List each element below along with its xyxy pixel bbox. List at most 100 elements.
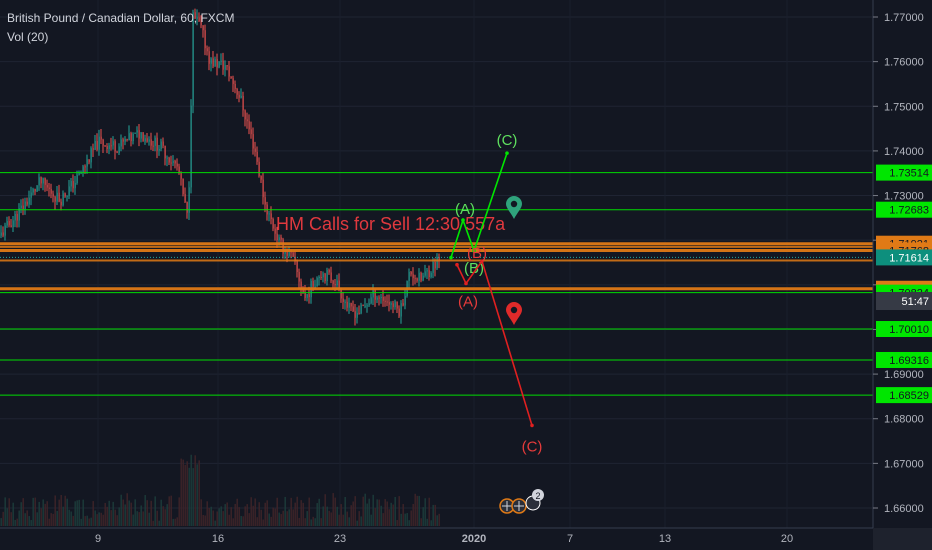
candle-body [362,304,364,306]
candle-body [240,95,242,98]
volume-bar [400,513,402,526]
elliott-waves[interactable]: (A)(B)(C)(A)(B)(C) [449,132,542,455]
volume-bar [70,511,72,526]
volume-bar [370,514,372,526]
volume-bar [2,511,4,526]
volume-bar [264,502,266,526]
price-tick-label: 1.68000 [884,414,924,426]
candle-body [186,202,188,213]
candle-body [402,303,404,306]
volume-bar [262,519,264,526]
bear-wave-label: (C) [522,438,543,455]
time-axis[interactable] [0,528,932,550]
candle-body [20,205,22,209]
volume-bar [402,504,404,526]
candle-body [84,166,86,168]
volume-bar [302,502,304,526]
time-tick-label: 20 [781,533,793,545]
volume-bar [218,508,220,526]
candle-body [40,177,42,184]
horizontal-levels[interactable] [0,172,873,396]
symbol-title[interactable]: British Pound / Canadian Dollar, 60, FXC… [7,11,235,25]
candle-body [378,297,380,299]
candle-body [168,157,170,163]
volume-bar [24,513,26,526]
candle-body [152,145,154,147]
candle-body [114,141,116,152]
candle-body [294,256,296,262]
candle-body [90,148,92,163]
volume-bar [190,454,192,526]
volume-bar [48,518,50,526]
volume-bar [4,497,6,526]
candle-body [4,225,6,236]
candle-body [48,187,50,189]
volume-bar [124,504,126,526]
volume-bar [88,518,90,526]
candle-body [314,286,316,288]
price-tick-label: 1.76000 [884,57,924,69]
volume-bar [252,505,254,526]
volume-bar [394,496,396,526]
volume-bar [44,503,46,526]
volume-bar [376,499,378,526]
volume-bar [404,513,406,526]
candle-body [10,225,12,228]
candle-body [330,272,332,281]
volume-bar [62,506,64,526]
candle-body [254,148,256,152]
volume-bar [182,459,184,526]
volume-bar [66,498,68,526]
volume-bar [410,510,412,526]
volume-indicator-label[interactable]: Vol (20) [7,30,49,44]
volume-bar [132,514,134,526]
candle-body [156,137,158,151]
volume-bar [228,514,230,526]
volume-bar [244,506,246,526]
volume-bar [272,507,274,526]
volume-bar [0,518,2,526]
price-tick-label: 1.77000 [884,12,924,24]
time-axis-ticks: 9 16 23 2020 7 13 20 [95,533,793,545]
volume-bar [118,507,120,526]
candle-body [28,197,30,205]
candle-body [412,274,414,279]
candle-body [42,178,44,184]
candlesticks [0,8,440,326]
volume-bar [96,514,98,526]
volume-bar [414,493,416,526]
bear-wave-path [456,259,533,426]
volume-bar [116,515,118,526]
candle-body [200,21,202,26]
volume-bar [310,519,312,526]
bull-wave-path [450,152,508,258]
volume-bar [344,496,346,526]
annotation-text[interactable]: HM Calls for Sell 12:30 557a [276,214,506,234]
candle-body [136,130,138,133]
candle-body [92,148,94,150]
volume-bar [314,518,316,526]
candle-body [138,130,140,139]
candle-body [96,140,98,150]
candle-body [160,141,162,149]
candle-body [374,290,376,300]
volume-bar [300,500,302,526]
volume-bar [8,498,10,526]
candle-body [74,183,76,189]
axis-corner[interactable] [873,528,932,550]
level-label: 1.70010 [889,324,929,336]
volume-bar [140,505,142,526]
volume-bar [334,497,336,526]
candle-body [388,302,390,305]
candle-body [334,284,336,286]
candle-body [262,179,264,198]
volume-bar [204,515,206,526]
price-markers[interactable]: 2 [499,196,544,514]
candle-body [18,208,20,221]
volume-bar [112,501,114,526]
volume-bar [294,502,296,526]
candle-body [198,17,200,22]
bull-wave-point [449,255,453,260]
